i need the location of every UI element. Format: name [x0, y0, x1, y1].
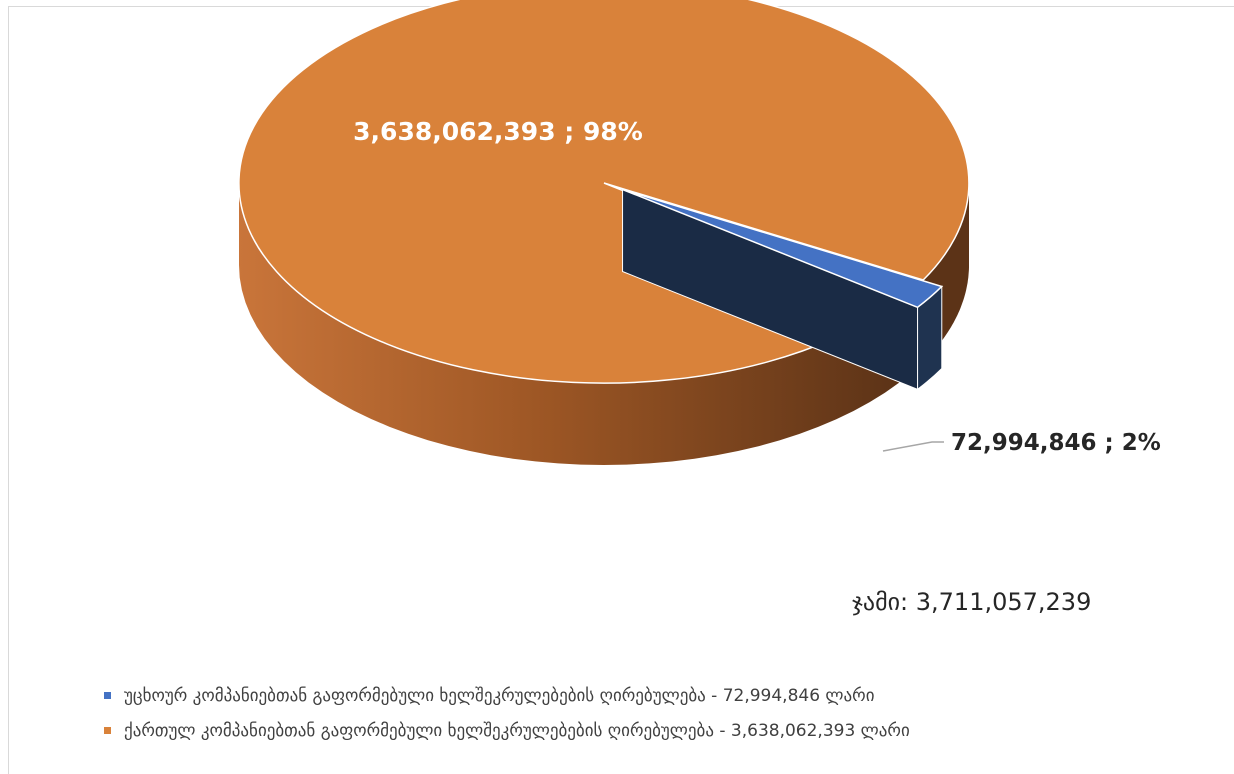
legend: უცხოურ კომპანიებთან გაფორმებული ხელშეკრუ… — [104, 678, 910, 748]
data-label-leader-foreign — [882, 441, 944, 452]
pie-side-georgian — [239, 183, 899, 465]
legend-swatch-foreign — [104, 692, 111, 699]
data-label-foreign: 72,994,846 ; 2% — [951, 430, 1161, 456]
legend-item-georgian: ქართულ კომპანიებთან გაფორმებული ხელშეკრუ… — [104, 713, 910, 748]
pie-slice-foreign — [622, 188, 944, 309]
legend-label-georgian: ქართულ კომპანიებთან გაფორმებული ხელშეკრუ… — [124, 720, 910, 741]
legend-item-foreign: უცხოურ კომპანიებთან გაფორმებული ხელშეკრუ… — [104, 678, 910, 713]
total-label: ჯამი: 3,711,057,239 — [852, 588, 1092, 616]
data-label-georgian: 3,638,062,393 ; 98% — [353, 117, 643, 146]
legend-label-foreign: უცხოურ კომპანიებთან გაფორმებული ხელშეკრუ… — [124, 685, 875, 706]
legend-swatch-georgian — [104, 727, 111, 734]
